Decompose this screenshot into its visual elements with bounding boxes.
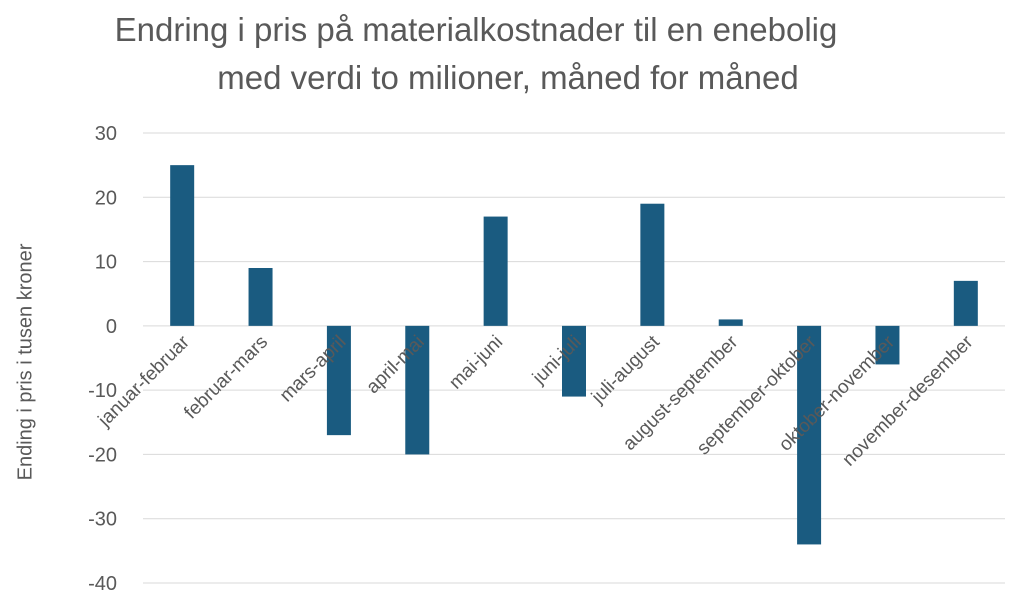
bar-juni-juli [562,325,586,397]
chart-title-line-2: med verdi to milioner, måned for måned [217,59,799,96]
y-tick-label: -10 [88,380,117,402]
bar-september-oktober [797,325,822,545]
bar-april-mai [405,325,430,455]
bar-november-desember [953,280,978,326]
bar-oktober-november [875,325,900,365]
y-tick-labels: 30 20 10 0 -10 -20 -30 -40 [88,123,117,595]
y-tick-label: -20 [88,444,117,466]
bars [170,165,978,545]
y-tick-label: 30 [95,123,117,145]
y-tick-label: 0 [106,316,117,338]
bar-februar-mars [248,268,273,326]
chart-title: Endring i pris på materialkostnader til … [0,6,1016,102]
bar-august-september [718,319,743,326]
bar-januar-februar [170,165,195,326]
y-tick-label: -40 [88,573,117,595]
y-tick-label: -30 [88,509,117,531]
chart-title-line-1: Endring i pris på materialkostnader til … [114,11,838,48]
bar-juli-august [640,203,665,326]
bar-mai-juni [483,216,508,326]
bar-mars-april [326,325,351,436]
category-label: februar-mars [180,332,272,424]
category-label: november-desember [839,331,978,470]
y-tick-label: 20 [95,187,117,209]
category-label: mai-juni [445,332,507,394]
gridlines [143,132,1005,584]
category-label: juli-august [587,331,664,408]
y-tick-label: 10 [95,252,117,274]
